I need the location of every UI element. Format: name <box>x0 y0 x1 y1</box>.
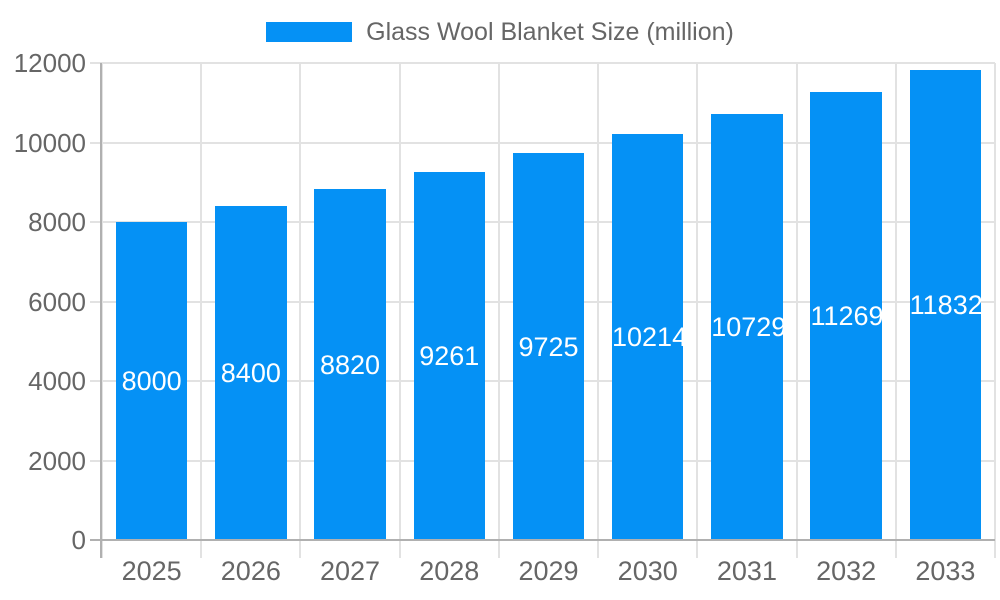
y-axis-label: 2000 <box>28 445 86 476</box>
bar[interactable] <box>115 222 188 540</box>
x-tick-mark <box>299 540 302 558</box>
bar-value-label: 11269 <box>810 301 884 332</box>
bar-value-label: 10729 <box>711 311 787 342</box>
bar[interactable] <box>512 153 585 540</box>
bar[interactable] <box>314 189 386 540</box>
bar-value-label: 11832 <box>909 289 983 320</box>
y-axis-label: 4000 <box>28 366 86 396</box>
grid-line-x <box>200 63 203 540</box>
grid-line-x <box>894 63 897 540</box>
x-tick-mark <box>398 540 401 558</box>
bar[interactable] <box>909 69 982 540</box>
legend[interactable]: Glass Wool Blanket Size (million) <box>0 16 1000 48</box>
y-tick-mark <box>90 62 102 64</box>
x-tick-mark <box>795 540 798 558</box>
bar-value-label: 9261 <box>419 340 480 371</box>
grid-line-y <box>102 62 995 64</box>
grid-line-x <box>299 63 302 540</box>
x-axis-label: 2026 <box>220 556 281 586</box>
legend-label: Glass Wool Blanket Size (million) <box>366 17 734 46</box>
y-axis-label: 12000 <box>13 48 86 78</box>
bar[interactable] <box>612 133 684 540</box>
y-tick-mark <box>90 380 102 382</box>
bar-value-label: 10214 <box>612 321 688 352</box>
bar-value-label: 9725 <box>518 331 579 362</box>
x-axis-label: 2031 <box>716 556 777 586</box>
y-axis-label: 10000 <box>13 127 86 158</box>
x-axis-label: 2028 <box>419 556 480 586</box>
x-tick-mark <box>497 540 500 558</box>
x-tick-mark <box>101 540 103 558</box>
x-axis-label: 2030 <box>617 556 678 586</box>
x-tick-mark <box>894 540 897 558</box>
bar-value-label: 8820 <box>320 349 381 380</box>
y-tick-mark <box>90 300 102 303</box>
x-tick-mark <box>200 540 203 558</box>
bar-value-label: 8000 <box>121 366 182 396</box>
bar-value-label: 8400 <box>220 358 281 389</box>
bar[interactable] <box>810 92 882 540</box>
grid-line-x <box>696 63 699 540</box>
x-axis-label: 2025 <box>121 556 182 586</box>
bar[interactable] <box>711 113 783 540</box>
y-axis-line <box>100 63 102 558</box>
y-axis-label: 8000 <box>28 207 86 237</box>
grid-line-x <box>101 63 103 540</box>
x-axis-label: 2033 <box>915 556 976 586</box>
y-axis-label: 6000 <box>28 286 86 317</box>
y-tick-mark <box>90 141 102 144</box>
grid-line-x <box>398 63 401 540</box>
y-tick-mark <box>90 221 102 223</box>
grid-line-x <box>497 63 500 540</box>
x-tick-mark <box>994 540 996 558</box>
grid-line-x <box>994 63 996 540</box>
x-axis-line <box>90 539 995 541</box>
x-axis-label: 2029 <box>518 556 579 586</box>
y-axis-label: 0 <box>71 525 86 555</box>
grid-line-x <box>795 63 798 540</box>
x-axis-label: 2032 <box>816 556 877 586</box>
y-tick-mark <box>90 459 102 462</box>
x-tick-mark <box>696 540 699 558</box>
legend-swatch <box>266 22 353 42</box>
grid-line-y <box>102 141 995 144</box>
bar[interactable] <box>215 206 287 540</box>
grid-line-x <box>597 63 600 540</box>
x-axis-label: 2027 <box>320 556 381 586</box>
bar[interactable] <box>413 171 485 540</box>
x-tick-mark <box>597 540 600 558</box>
